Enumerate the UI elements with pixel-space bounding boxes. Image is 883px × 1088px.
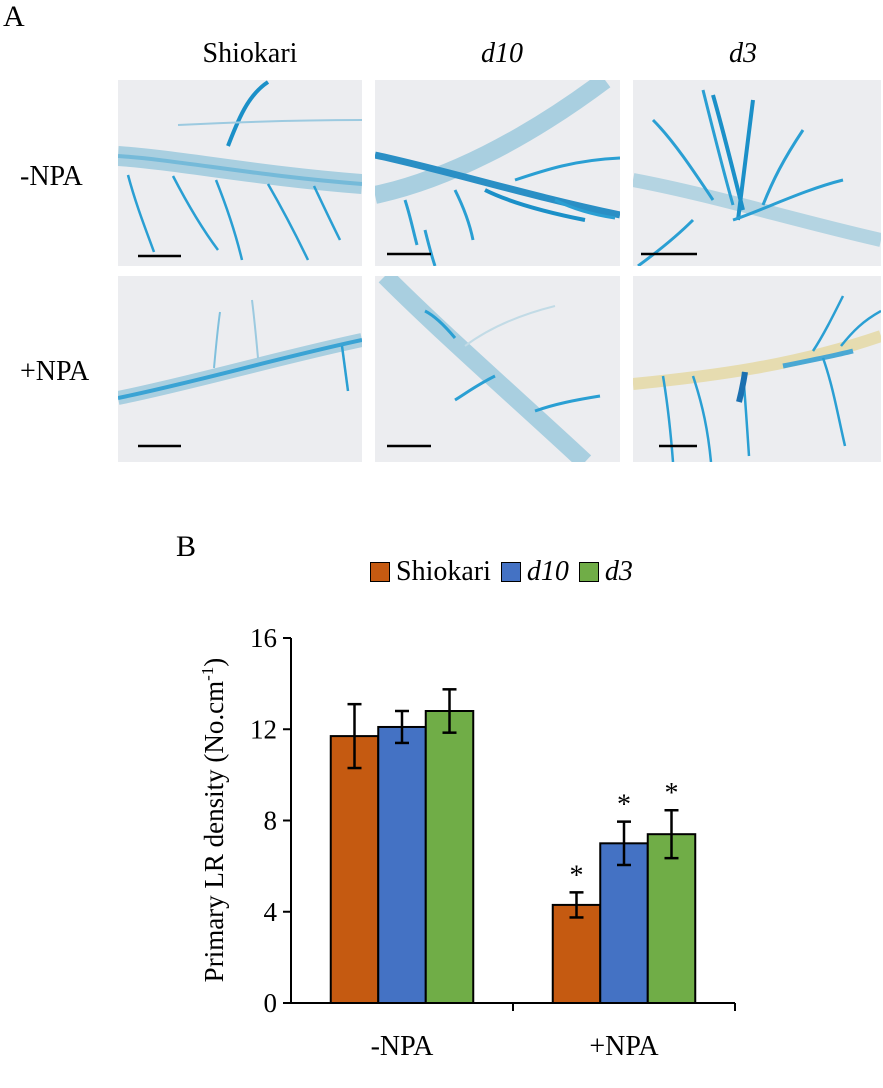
significance-asterisk: * bbox=[665, 778, 679, 809]
column-label-d10: d10 bbox=[481, 38, 523, 69]
legend-swatch-d3 bbox=[578, 562, 599, 582]
legend-item-d3: d3 bbox=[578, 556, 633, 588]
micrograph-d10-minus-npa bbox=[375, 80, 620, 266]
legend-item-shiokari: Shiokari bbox=[370, 556, 491, 588]
y-axis-label-superscript: -1 bbox=[198, 667, 217, 681]
x-category-label: +NPA bbox=[589, 1031, 659, 1062]
y-tick-label: 8 bbox=[264, 806, 278, 836]
legend-swatch-shiokari bbox=[370, 562, 390, 582]
bar-shiokari-minus-npa bbox=[329, 735, 380, 1004]
micrograph-d10-plus-npa bbox=[375, 276, 620, 462]
chart-legend: Shiokari d10 d3 bbox=[370, 555, 643, 589]
panel-a-letter: A bbox=[3, 0, 25, 33]
row-label-minus-npa: -NPA bbox=[20, 161, 83, 192]
legend-swatch-d10 bbox=[500, 562, 521, 582]
significance-asterisk: * bbox=[570, 860, 584, 891]
y-tick-label: 0 bbox=[264, 988, 278, 1018]
micrograph-d3-minus-npa bbox=[633, 80, 881, 266]
y-axis-label: Primary LR density (No.cm-1) bbox=[198, 658, 229, 983]
legend-label-d3: d3 bbox=[604, 556, 633, 587]
column-label-d3: d3 bbox=[729, 38, 757, 69]
y-tick-label: 16 bbox=[250, 623, 277, 653]
bar-d3-minus-npa bbox=[424, 710, 475, 1004]
row-label-plus-npa: +NPA bbox=[20, 356, 90, 387]
legend-item-d10: d10 bbox=[500, 556, 569, 588]
y-axis-label-main: Primary LR density (No.cm bbox=[199, 681, 229, 982]
column-label-shiokari: Shiokari bbox=[202, 38, 298, 69]
y-tick-label: 12 bbox=[250, 714, 277, 744]
y-tick-label: 4 bbox=[264, 897, 278, 927]
bar-d3-plus-npa bbox=[646, 833, 697, 1004]
significance-asterisk: * bbox=[617, 790, 631, 821]
bar-shiokari-plus-npa bbox=[551, 903, 602, 1004]
bar-d10-minus-npa bbox=[377, 725, 427, 1004]
legend-label-d10: d10 bbox=[526, 556, 569, 587]
y-axis-label-close: ) bbox=[199, 658, 229, 667]
bar-d10-plus-npa bbox=[599, 842, 649, 1004]
panel-b-letter: B bbox=[176, 530, 197, 563]
micrograph-shiokari-plus-npa bbox=[118, 276, 362, 462]
x-category-label: -NPA bbox=[371, 1031, 435, 1062]
micrograph-shiokari-minus-npa bbox=[118, 80, 362, 266]
legend-label-shiokari: Shiokari bbox=[396, 556, 491, 587]
micrograph-d3-plus-npa bbox=[633, 276, 881, 462]
